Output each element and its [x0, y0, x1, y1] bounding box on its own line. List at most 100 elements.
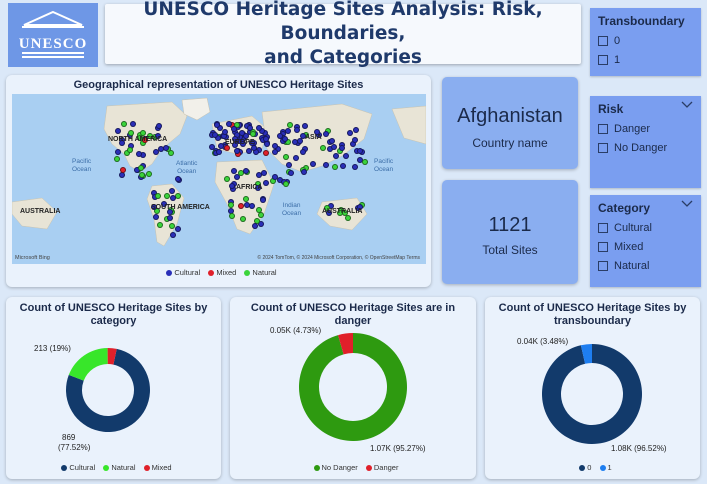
slicer-option-cultural[interactable]: Cultural: [598, 222, 693, 234]
site-marker-cultural[interactable]: [230, 125, 237, 132]
site-marker-cultural[interactable]: [323, 131, 330, 138]
site-marker-cultural[interactable]: [243, 167, 250, 174]
site-marker-mixed[interactable]: [263, 149, 270, 156]
site-marker-natural[interactable]: [255, 206, 262, 213]
site-marker-cultural[interactable]: [209, 144, 216, 151]
site-marker-cultural[interactable]: [254, 185, 261, 192]
site-marker-cultural[interactable]: [353, 126, 360, 133]
site-marker-cultural[interactable]: [262, 136, 269, 143]
site-marker-cultural[interactable]: [226, 120, 233, 127]
site-marker-mixed[interactable]: [120, 166, 127, 173]
site-marker-natural[interactable]: [163, 192, 170, 199]
site-marker-natural[interactable]: [242, 196, 249, 203]
site-marker-cultural[interactable]: [323, 162, 330, 169]
site-marker-natural[interactable]: [138, 164, 145, 171]
slicer-option-1[interactable]: 1: [598, 54, 693, 66]
transboundary-slicer[interactable]: Transboundary 0 1: [590, 8, 701, 76]
site-marker-cultural[interactable]: [232, 135, 239, 142]
site-markers[interactable]: [12, 94, 426, 264]
checkbox[interactable]: [598, 223, 608, 233]
risk-slicer[interactable]: Risk Danger No Danger: [590, 96, 701, 188]
slice-0[interactable]: [542, 344, 642, 444]
site-marker-cultural[interactable]: [251, 145, 258, 152]
site-marker-cultural[interactable]: [299, 149, 306, 156]
site-marker-natural[interactable]: [224, 176, 231, 183]
site-marker-cultural[interactable]: [162, 144, 169, 151]
site-marker-cultural[interactable]: [221, 129, 228, 136]
site-marker-cultural[interactable]: [154, 132, 161, 139]
slice-no-danger[interactable]: [299, 333, 407, 441]
site-marker-natural[interactable]: [156, 222, 163, 229]
slicer-option-danger[interactable]: Danger: [598, 123, 693, 135]
site-marker-cultural[interactable]: [232, 141, 239, 148]
site-marker-cultural[interactable]: [357, 204, 364, 211]
transboundary-donut-card[interactable]: Count of UNESCO Heritage Sites by transb…: [485, 297, 700, 479]
chevron-down-icon[interactable]: [681, 101, 693, 112]
site-marker-natural[interactable]: [283, 154, 290, 161]
site-marker-natural[interactable]: [237, 170, 244, 177]
slice-natural[interactable]: [68, 348, 108, 381]
danger-donut-chart[interactable]: [298, 332, 408, 442]
site-marker-natural[interactable]: [114, 156, 121, 163]
site-marker-cultural[interactable]: [272, 173, 279, 180]
site-marker-cultural[interactable]: [313, 128, 320, 135]
site-marker-cultural[interactable]: [175, 226, 182, 233]
site-marker-mixed[interactable]: [141, 136, 148, 143]
map-visual[interactable]: Geographical representation of UNESCO He…: [6, 75, 431, 287]
site-marker-cultural[interactable]: [233, 173, 240, 180]
site-marker-cultural[interactable]: [240, 140, 247, 147]
site-marker-natural[interactable]: [145, 170, 152, 177]
checkbox[interactable]: [598, 36, 608, 46]
site-marker-natural[interactable]: [127, 129, 134, 136]
slice-danger[interactable]: [338, 333, 353, 355]
site-marker-natural[interactable]: [121, 121, 128, 128]
site-marker-cultural[interactable]: [301, 123, 308, 130]
site-marker-cultural[interactable]: [115, 127, 122, 134]
site-marker-cultural[interactable]: [249, 203, 256, 210]
site-marker-cultural[interactable]: [343, 153, 350, 160]
site-marker-cultural[interactable]: [252, 222, 259, 229]
site-marker-cultural[interactable]: [245, 147, 252, 154]
site-marker-cultural[interactable]: [351, 137, 358, 144]
site-marker-cultural[interactable]: [136, 151, 143, 158]
slice-mixed[interactable]: [107, 348, 117, 365]
checkbox[interactable]: [598, 55, 608, 65]
site-marker-cultural[interactable]: [211, 131, 218, 138]
site-marker-mixed[interactable]: [238, 203, 245, 210]
site-marker-cultural[interactable]: [338, 145, 345, 152]
checkbox[interactable]: [598, 242, 608, 252]
site-marker-cultural[interactable]: [215, 148, 222, 155]
site-marker-cultural[interactable]: [331, 143, 338, 150]
slicer-option-0[interactable]: 0: [598, 35, 693, 47]
site-marker-cultural[interactable]: [169, 187, 176, 194]
site-marker-natural[interactable]: [361, 159, 368, 166]
site-marker-natural[interactable]: [319, 145, 326, 152]
site-marker-cultural[interactable]: [294, 127, 301, 134]
site-marker-cultural[interactable]: [167, 209, 174, 216]
category-donut-chart[interactable]: [63, 342, 153, 442]
site-marker-cultural[interactable]: [119, 139, 126, 146]
site-marker-cultural[interactable]: [156, 123, 163, 130]
category-slicer[interactable]: Category Cultural Mixed Natural: [590, 195, 701, 287]
site-marker-cultural[interactable]: [166, 215, 173, 222]
site-marker-cultural[interactable]: [301, 168, 308, 175]
site-marker-cultural[interactable]: [272, 143, 278, 150]
site-marker-cultural[interactable]: [255, 125, 262, 132]
site-marker-cultural[interactable]: [292, 154, 299, 161]
site-marker-natural[interactable]: [282, 181, 289, 188]
site-marker-natural[interactable]: [239, 216, 246, 223]
category-donut-card[interactable]: Count of UNESCO Heritage Sites by catego…: [6, 297, 221, 479]
site-marker-cultural[interactable]: [339, 162, 346, 169]
country-name-card[interactable]: Afghanistan Country name: [442, 77, 578, 169]
site-marker-cultural[interactable]: [119, 171, 126, 178]
site-marker-natural[interactable]: [287, 122, 294, 129]
site-marker-natural[interactable]: [169, 222, 175, 229]
site-marker-cultural[interactable]: [328, 138, 335, 145]
checkbox[interactable]: [598, 261, 608, 271]
site-marker-cultural[interactable]: [326, 210, 333, 217]
site-marker-cultural[interactable]: [282, 136, 289, 143]
site-marker-cultural[interactable]: [357, 148, 364, 155]
site-marker-natural[interactable]: [138, 172, 145, 179]
site-marker-cultural[interactable]: [288, 170, 295, 177]
slicer-option-natural[interactable]: Natural: [598, 260, 693, 272]
